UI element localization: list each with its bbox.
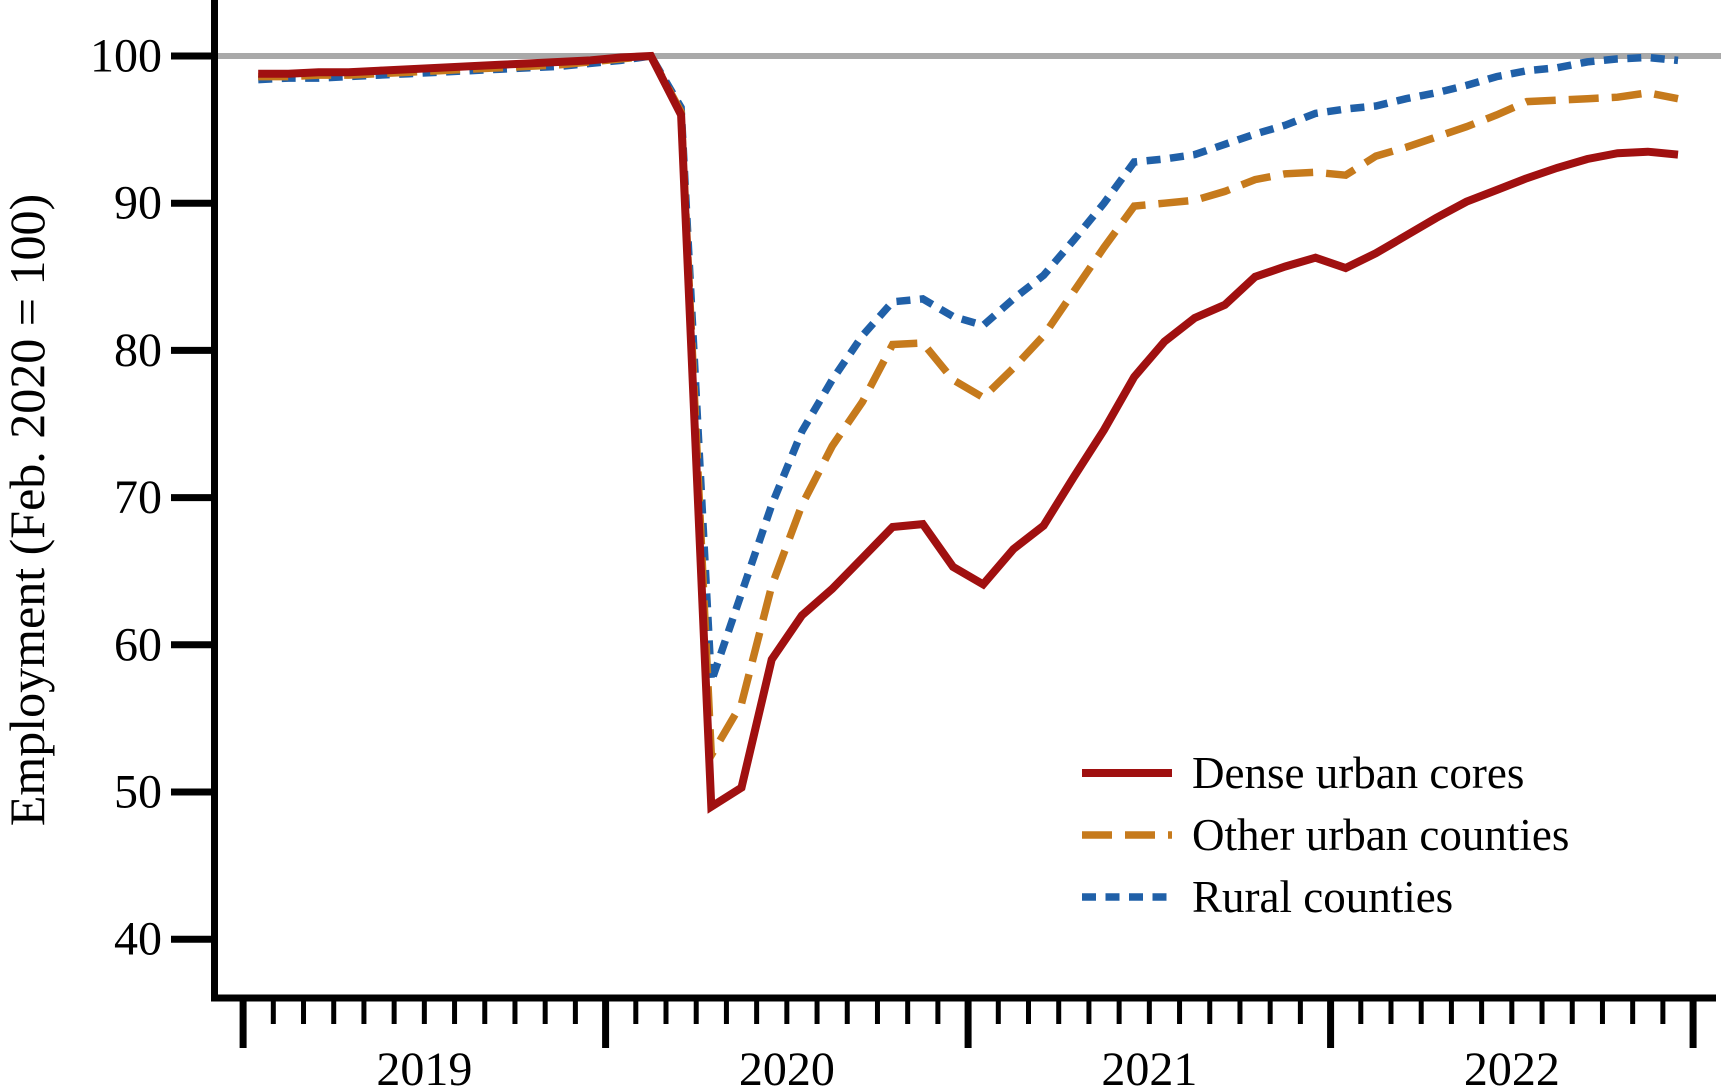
legend-label-dense-urban-cores: Dense urban cores: [1192, 748, 1524, 798]
y-tick-label-60: 60: [114, 618, 162, 671]
x-year-label-2019: 2019: [376, 1043, 472, 1092]
y-tick-label-90: 90: [114, 177, 162, 230]
y-tick-label-70: 70: [114, 471, 162, 524]
legend-label-rural-counties: Rural counties: [1192, 872, 1453, 922]
x-year-label-2022: 2022: [1464, 1043, 1560, 1092]
series-line-dense-urban-cores: [258, 51, 1679, 814]
legend-label-other-urban-counties: Other urban counties: [1192, 810, 1569, 860]
x-year-label-2020: 2020: [739, 1043, 835, 1092]
axes: 40 50 60 70 80 90 100 2019 2020 2021 2022: [90, 0, 1716, 1092]
y-tick-label-80: 80: [114, 324, 162, 377]
y-tick-label-100: 100: [90, 30, 162, 83]
series-line-other-urban-counties: [258, 52, 1679, 768]
x-year-label-2021: 2021: [1101, 1043, 1197, 1092]
y-tick-label-40: 40: [114, 913, 162, 966]
series-line-rural-counties: [258, 51, 1679, 683]
legend: Dense urban cores Other urban counties R…: [1082, 748, 1569, 922]
data-series: [258, 51, 1679, 814]
y-tick-label-50: 50: [114, 766, 162, 819]
y-axis-title: Employment (Feb. 2020 = 100): [0, 194, 55, 826]
